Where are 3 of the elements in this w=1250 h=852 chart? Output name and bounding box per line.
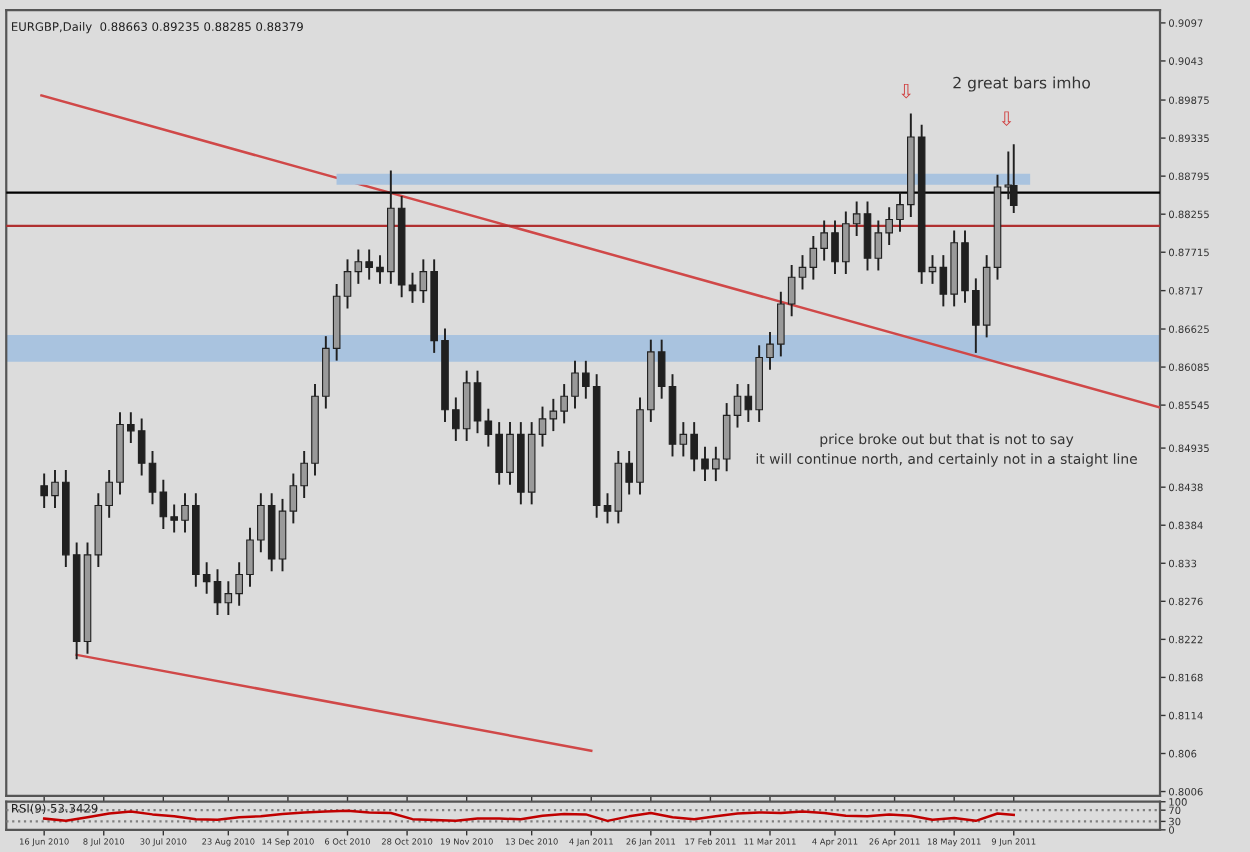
candlestick [1009,144,1018,214]
annotation: ⇩ [901,83,911,99]
annotation: ⇩ [1001,111,1012,127]
